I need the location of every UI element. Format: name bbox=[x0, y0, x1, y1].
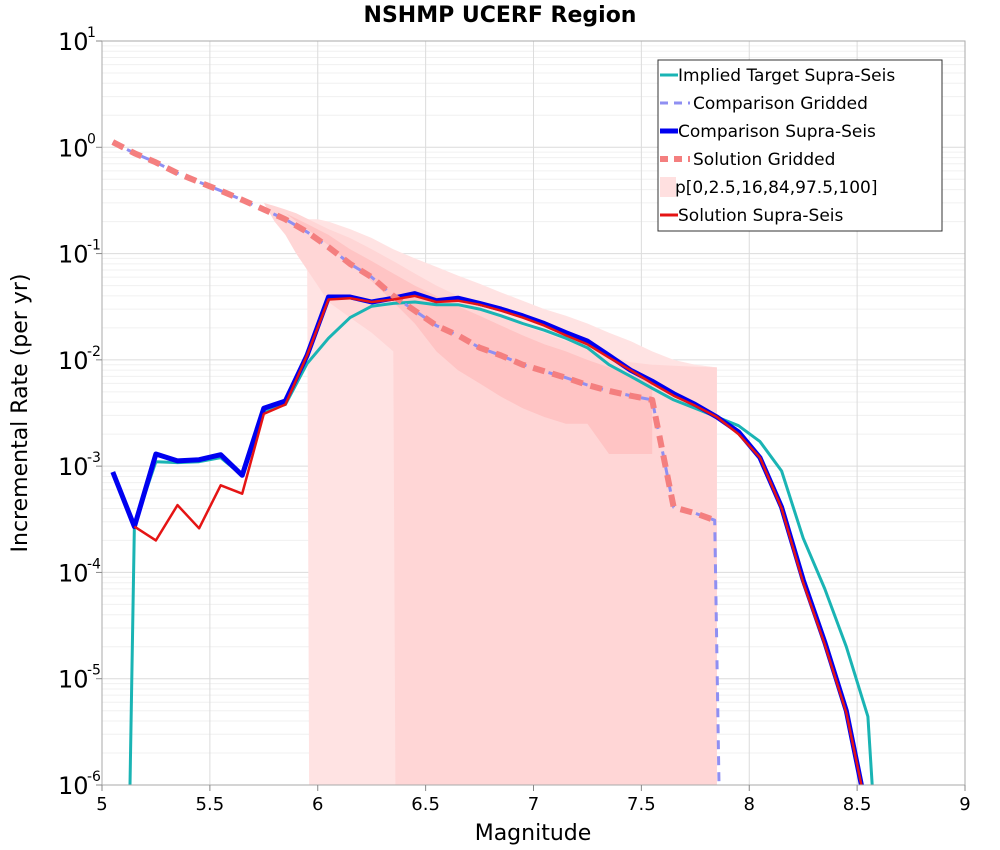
legend-label: Solution Gridded bbox=[693, 150, 835, 170]
legend-label: Implied Target Supra-Seis bbox=[678, 66, 895, 86]
y-axis-label: Incremental Rate (per yr) bbox=[8, 274, 33, 553]
y-tick-label: 10 bbox=[58, 241, 89, 269]
y-tick-exponent: 1 bbox=[87, 25, 96, 41]
x-tick-label: 9 bbox=[959, 794, 970, 815]
x-tick-label: 5 bbox=[96, 794, 107, 815]
series-line-solution-supra-seis bbox=[133, 294, 863, 786]
percentile-band-inner bbox=[112, 142, 653, 454]
chart-title: NSHMP UCERF Region bbox=[364, 3, 637, 28]
y-tick-label: 10 bbox=[58, 347, 89, 375]
y-tick-exponent: 0 bbox=[87, 131, 96, 147]
x-axis-label: Magnitude bbox=[475, 821, 592, 846]
x-tick-label: 7.5 bbox=[627, 794, 656, 815]
legend-label: Comparison Gridded bbox=[693, 94, 868, 114]
percentile-bands bbox=[112, 142, 717, 786]
legend: Implied Target Supra-Seis Comparison Grid… bbox=[657, 59, 943, 232]
y-tick-label: 10 bbox=[58, 134, 89, 162]
y-tick-exponent: -3 bbox=[87, 450, 101, 466]
y-tick-exponent: -2 bbox=[87, 344, 101, 360]
x-axis-ticks: 5 5.5 6 6.5 7 7.5 8 8.5 9 bbox=[96, 785, 971, 815]
y-tick-label: 10 bbox=[58, 559, 89, 587]
x-tick-label: 7 bbox=[528, 794, 539, 815]
x-tick-label: 6 bbox=[312, 794, 323, 815]
y-tick-exponent: -6 bbox=[87, 769, 101, 785]
y-tick-label: 10 bbox=[58, 772, 89, 800]
y-tick-exponent: -4 bbox=[87, 556, 101, 572]
x-tick-label: 6.5 bbox=[411, 794, 440, 815]
series-lines bbox=[110, 139, 874, 786]
series-line-solution-gridded bbox=[111, 139, 716, 524]
y-tick-exponent: -1 bbox=[87, 238, 101, 254]
y-tick-label: 10 bbox=[58, 666, 89, 694]
legend-box bbox=[657, 59, 943, 232]
y-tick-exponent: -5 bbox=[87, 663, 101, 679]
y-tick-label: 10 bbox=[58, 28, 89, 56]
series-line-comparison-gridded bbox=[112, 140, 721, 786]
legend-label: Comparison Supra-Seis bbox=[678, 122, 876, 142]
legend-label: Solution Supra-Seis bbox=[678, 206, 844, 226]
y-tick-label: 10 bbox=[58, 453, 89, 481]
percentile-band-middle bbox=[112, 142, 717, 786]
x-tick-label: 8.5 bbox=[843, 794, 872, 815]
legend-label: p[0,2.5,16,84,97.5,100] bbox=[675, 178, 878, 198]
x-tick-label: 5.5 bbox=[196, 794, 225, 815]
x-tick-label: 8 bbox=[744, 794, 755, 815]
legend-swatch bbox=[660, 177, 676, 197]
